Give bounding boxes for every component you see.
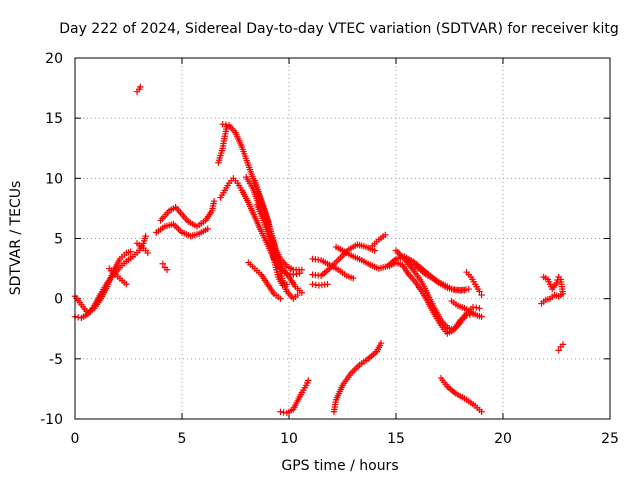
data-point xyxy=(204,225,211,233)
x-tick-label: 10 xyxy=(280,431,298,447)
series-arc-n xyxy=(253,201,306,296)
y-tick-label: -5 xyxy=(49,352,63,368)
y-tick-label: 5 xyxy=(54,232,63,248)
series-arc-e xyxy=(133,240,151,257)
data-point xyxy=(123,281,130,288)
data-point xyxy=(277,408,284,415)
series-arc-y xyxy=(448,297,485,320)
grid-lines xyxy=(75,58,610,419)
data-point xyxy=(466,311,474,319)
data-marks xyxy=(71,83,567,417)
data-point xyxy=(324,281,331,288)
x-tick-label: 0 xyxy=(71,431,80,447)
series-arc-p xyxy=(277,377,312,417)
series-arc-d xyxy=(133,83,144,95)
series-arc-aa xyxy=(330,339,385,415)
y-tick-label: -10 xyxy=(40,412,63,428)
y-tick-label: 15 xyxy=(45,111,63,127)
plot-frame xyxy=(74,57,611,420)
axis-ticks: 0 5 10 15 20 25 -10 -5 0 5 10 15 20 xyxy=(40,51,619,447)
data-point xyxy=(163,266,171,273)
series-arc-i xyxy=(217,175,303,278)
series-arc-f xyxy=(159,260,171,273)
data-point xyxy=(382,231,389,239)
series-arc-ac xyxy=(538,276,567,307)
data-point xyxy=(294,291,301,299)
series-arc-m xyxy=(251,177,306,273)
y-tick-label: 20 xyxy=(45,51,63,67)
data-point xyxy=(478,291,485,299)
data-point xyxy=(298,266,306,273)
data-point xyxy=(476,288,483,295)
data-point xyxy=(312,281,319,289)
x-tick-label: 15 xyxy=(387,431,405,447)
data-point xyxy=(144,249,151,257)
data-point xyxy=(296,270,303,277)
series-arc-h xyxy=(153,220,211,240)
data-point xyxy=(137,83,144,91)
data-point xyxy=(309,281,316,288)
data-point xyxy=(298,289,306,296)
data-point xyxy=(305,377,312,384)
data-point xyxy=(142,232,149,240)
x-tick-label: 5 xyxy=(178,431,187,447)
data-point xyxy=(478,408,485,415)
data-point xyxy=(554,276,561,284)
series-arc-u xyxy=(369,231,389,249)
data-point xyxy=(159,260,166,267)
chart-title: Day 222 of 2024, Sidereal Day-to-day VTE… xyxy=(59,21,619,37)
y-axis-label: SDTVAR / TECUs xyxy=(8,181,24,296)
data-point xyxy=(283,281,291,288)
x-tick-label: 25 xyxy=(601,431,619,447)
data-point xyxy=(473,304,480,311)
data-point xyxy=(127,248,134,255)
data-point xyxy=(377,339,385,347)
data-point xyxy=(223,123,231,130)
data-point xyxy=(350,275,357,282)
series-arc-c xyxy=(106,265,130,288)
data-point xyxy=(75,314,82,321)
data-point xyxy=(555,347,562,354)
data-point xyxy=(219,120,226,128)
data-point xyxy=(476,305,483,312)
series-arc-w xyxy=(386,259,477,337)
data-point xyxy=(555,273,562,281)
series-arc-s xyxy=(309,281,331,289)
data-point xyxy=(277,295,284,302)
series-arc-r xyxy=(309,255,357,282)
x-axis-label: GPS time / hours xyxy=(281,458,398,474)
series-arc-x xyxy=(405,258,472,294)
data-point xyxy=(210,197,218,205)
data-point xyxy=(280,409,287,416)
data-point xyxy=(463,312,470,319)
data-point xyxy=(559,341,567,348)
y-tick-label: 10 xyxy=(45,171,63,187)
series-arc-ae xyxy=(555,341,567,354)
series-arc-g xyxy=(157,197,218,230)
data-point xyxy=(478,313,485,320)
data-point xyxy=(371,247,378,254)
x-tick-label: 20 xyxy=(494,431,512,447)
series-arc-z xyxy=(463,268,485,299)
series-arc-ad xyxy=(540,273,562,293)
data-point xyxy=(553,279,560,287)
series-arc-o xyxy=(245,259,284,302)
data-point xyxy=(469,303,477,311)
data-point xyxy=(465,285,472,293)
series-arc-k xyxy=(215,123,231,166)
series-arc-ab xyxy=(437,374,485,415)
y-tick-label: 0 xyxy=(54,292,63,308)
